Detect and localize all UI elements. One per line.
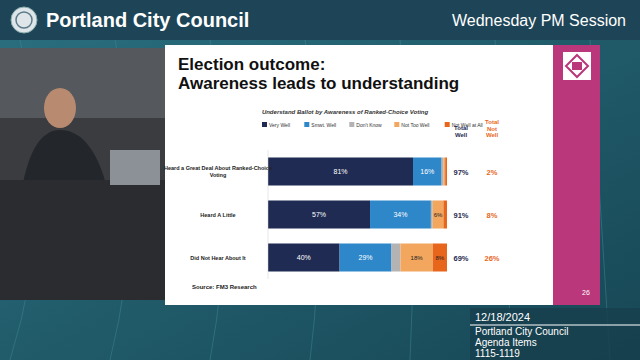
header-session: Wednesday PM Session xyxy=(452,12,626,29)
bar-segment xyxy=(392,244,401,272)
legend-label: Smwt. Well xyxy=(311,122,336,128)
bar-segment xyxy=(442,158,444,186)
data-label: 6% xyxy=(434,212,443,218)
footer-items: 1115-1119 xyxy=(475,348,520,359)
page: Portland City Council Wednesday PM Sessio… xyxy=(0,0,640,360)
speaker-head xyxy=(44,88,76,128)
legend-swatch xyxy=(349,122,354,127)
total-header-line: Total xyxy=(454,125,468,131)
title-line: Election outcome: xyxy=(178,55,325,74)
header-title: Portland City Council xyxy=(46,9,249,31)
title-line: Awareness leads to understanding xyxy=(178,74,459,93)
bar-segment xyxy=(433,244,447,272)
page-number: 26 xyxy=(582,289,590,296)
axis-line xyxy=(268,150,269,279)
category-line: Voting xyxy=(210,172,227,178)
labels: Heard a Great Deal About Ranked-ChoiceVo… xyxy=(164,165,500,263)
total-header-line: Not xyxy=(487,126,497,132)
data-label: 34% xyxy=(393,211,407,218)
video-wall xyxy=(0,48,166,118)
footer-items-label: Agenda Items xyxy=(475,337,537,348)
total-value: 97% xyxy=(453,168,468,177)
bar-segment xyxy=(268,201,370,229)
slide-strip xyxy=(553,45,600,305)
chart-title: Election outcome:Awareness leads to unde… xyxy=(178,55,459,93)
bar-segment xyxy=(268,158,413,186)
bar-segment xyxy=(443,201,447,229)
legend-label: Very Well xyxy=(269,122,290,128)
total-value: 26% xyxy=(484,254,499,263)
seal-inner xyxy=(16,12,32,28)
bar-segment xyxy=(445,158,447,186)
bar-segment xyxy=(268,244,340,272)
category-label: Heard A Little xyxy=(200,212,235,218)
bar-segment xyxy=(433,201,444,229)
bar-segment xyxy=(443,158,445,186)
total-value: 91% xyxy=(453,211,468,220)
slide-logo-core xyxy=(572,62,582,70)
slide xyxy=(165,45,553,305)
data-label: 16% xyxy=(420,168,434,175)
slide-logo-bg xyxy=(563,52,591,80)
legend-label: Don't Know xyxy=(356,122,382,128)
slide-logo xyxy=(566,55,588,77)
bar-segment xyxy=(370,201,431,229)
total-header: TotalWell xyxy=(454,125,468,138)
bar-segment xyxy=(413,158,442,186)
data-label: 29% xyxy=(359,254,373,261)
legend-swatch xyxy=(262,122,267,127)
total-header: TotalNotWell xyxy=(485,119,499,138)
bar-segment xyxy=(431,201,433,229)
footer-body: Portland City Council xyxy=(475,326,568,337)
desk xyxy=(0,180,166,300)
category-label: Did Not Hear About It xyxy=(190,255,246,261)
chart-subtitle: Understand Ballot by Awareness of Ranked… xyxy=(262,109,429,115)
video-panel xyxy=(0,48,166,300)
category-line: Did Not Hear About It xyxy=(190,255,246,261)
category-line: Heard A Little xyxy=(200,212,235,218)
seal xyxy=(11,7,37,33)
legend-swatch xyxy=(445,122,450,127)
data-label: 40% xyxy=(297,254,311,261)
bar-segment xyxy=(340,244,392,272)
legend-label: Not Too Well xyxy=(401,122,429,128)
total-header-line: Well xyxy=(486,132,499,138)
data-label: 57% xyxy=(312,211,326,218)
data-label: 8% xyxy=(436,255,445,261)
footer-box xyxy=(470,308,640,360)
data-label: 81% xyxy=(333,168,347,175)
header-band xyxy=(0,0,640,40)
total-value: 69% xyxy=(453,254,468,263)
legend-swatch xyxy=(304,122,309,127)
footer-date: 12/18/2024 xyxy=(475,311,530,323)
legend-swatch xyxy=(394,122,399,127)
bar-segment xyxy=(400,244,432,272)
category-label: Heard a Great Deal About Ranked-ChoiceVo… xyxy=(164,165,272,178)
total-header-line: Total xyxy=(485,119,499,125)
background xyxy=(0,0,640,360)
bars xyxy=(268,158,447,272)
laptop xyxy=(110,150,160,185)
source-note: Source: FM3 Research xyxy=(192,284,257,290)
category-line: Heard a Great Deal About Ranked-Choice xyxy=(164,165,272,171)
total-header-line: Well xyxy=(455,132,468,138)
data-label: 18% xyxy=(411,255,424,261)
total-value: 8% xyxy=(487,211,498,220)
total-value: 2% xyxy=(487,168,498,177)
